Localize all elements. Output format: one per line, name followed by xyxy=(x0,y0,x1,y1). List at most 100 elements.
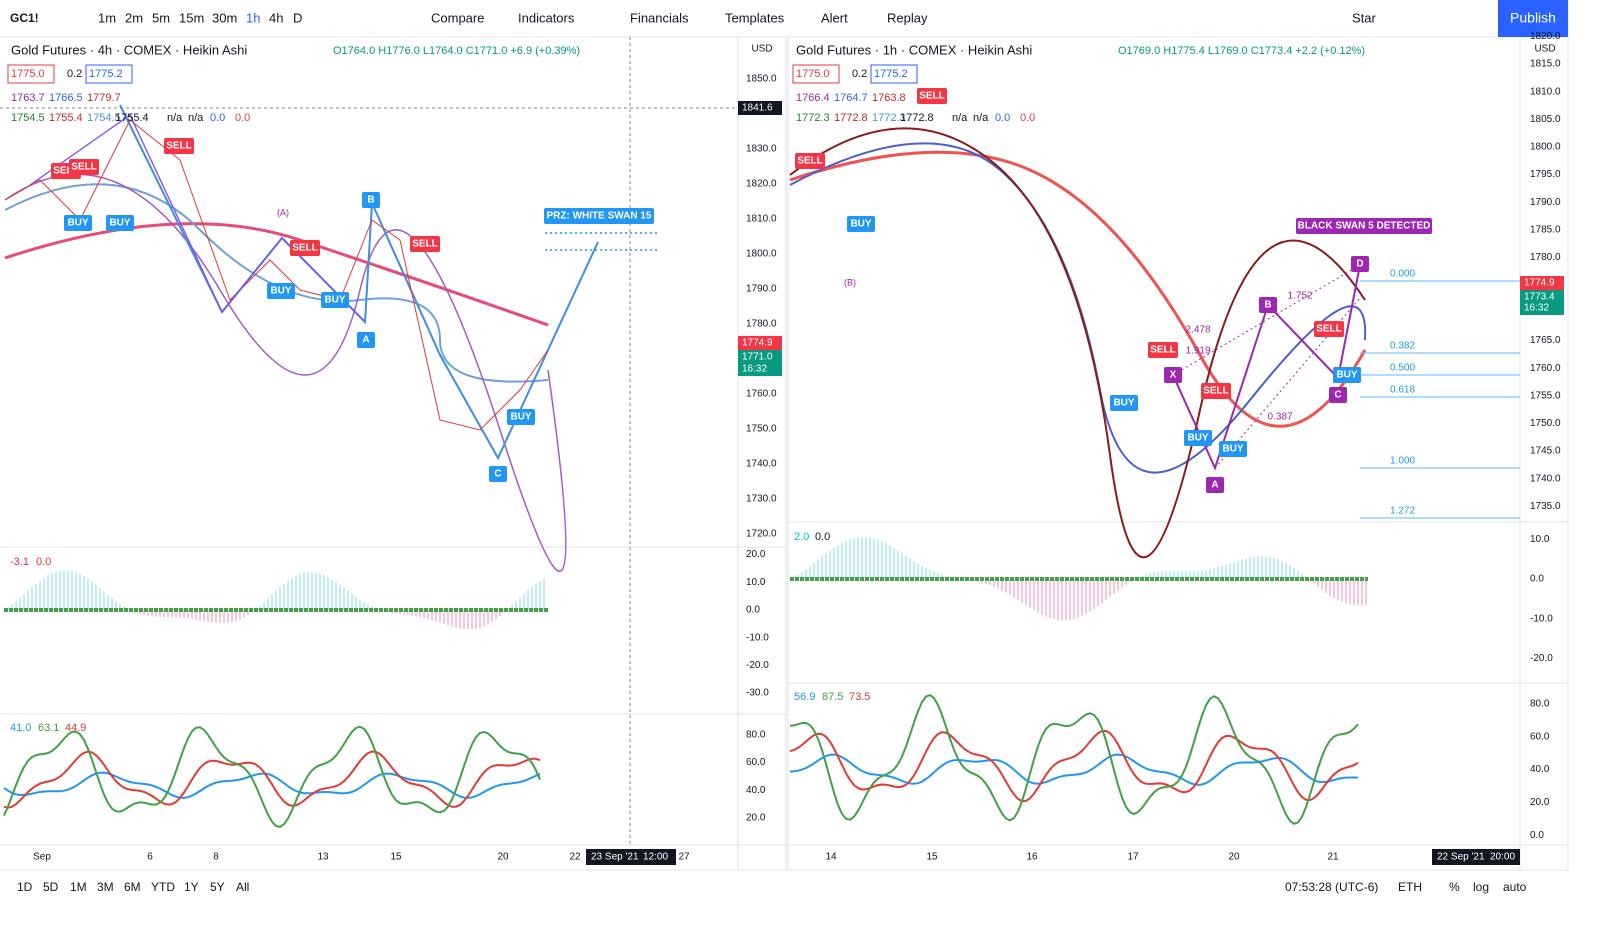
ma-value: n/a xyxy=(973,112,989,124)
replay-button[interactable]: Replay xyxy=(887,10,928,25)
point-b-bg xyxy=(362,192,380,208)
prz-label: PRZ: WHITE SWAN 15 xyxy=(546,211,651,222)
input: 0.2 xyxy=(852,68,867,80)
buy-signal: BUY xyxy=(1187,433,1208,444)
auto-toggle[interactable]: auto xyxy=(1503,880,1527,894)
range-button[interactable]: 3M xyxy=(97,880,114,894)
countdown: 16:32 xyxy=(1524,303,1549,314)
compare-button[interactable]: Compare xyxy=(431,10,484,25)
axis-label: 0.0 xyxy=(1530,830,1544,841)
symbol[interactable]: GC1! xyxy=(10,11,39,25)
buy-signal-bg xyxy=(106,215,134,231)
buy-signal-bg xyxy=(64,215,92,231)
range-button[interactable]: 6M xyxy=(124,880,141,894)
interval[interactable]: 4h xyxy=(269,10,283,25)
sell-signal: SELL xyxy=(1316,324,1342,335)
time-cursor-bg xyxy=(586,849,676,865)
range-button[interactable]: 1M xyxy=(70,880,87,894)
range-button[interactable]: 1D xyxy=(17,880,33,894)
axis-label: 1780.0 xyxy=(746,319,777,330)
session[interactable]: ETH xyxy=(1398,880,1422,894)
time-label: 16 xyxy=(1026,852,1038,863)
range-button[interactable]: YTD xyxy=(151,880,175,894)
sell-signal-bg xyxy=(1148,342,1178,358)
interval[interactable]: 5m xyxy=(152,10,170,25)
log-toggle[interactable]: log xyxy=(1473,880,1489,894)
publish-label[interactable]: Publish xyxy=(1510,10,1556,26)
point-a-bg xyxy=(357,332,375,348)
interval[interactable]: 15m xyxy=(179,10,204,25)
financials-button[interactable]: Financials xyxy=(630,10,689,25)
pattern-detected-bg xyxy=(1296,218,1432,234)
point-b: B xyxy=(367,195,374,206)
axis-label: -20.0 xyxy=(1530,653,1553,664)
range-button[interactable]: 5Y xyxy=(210,880,225,894)
buy-signal-bg xyxy=(847,216,875,232)
axis-label: 1815.0 xyxy=(1530,59,1561,70)
interval[interactable]: 1h xyxy=(246,10,260,25)
ohlc: O1769.0 H1775.4 L1769.0 C1773.4 +2.2 (+0… xyxy=(1118,45,1365,57)
indicators-button[interactable]: Indicators xyxy=(518,10,575,25)
axis-label: 1760.0 xyxy=(1530,363,1561,374)
close-price: 1771.0 xyxy=(742,352,773,363)
axis-label: 1755.0 xyxy=(1530,390,1561,401)
interval[interactable]: 2m xyxy=(125,10,143,25)
time-cursor: 12:00 xyxy=(643,852,668,863)
fib-level: 0.000 xyxy=(1390,269,1415,280)
range-button[interactable]: 1Y xyxy=(184,880,199,894)
time-cursor-bg xyxy=(1432,849,1520,865)
range-button[interactable]: All xyxy=(236,880,249,894)
ma-value: 1766.5 xyxy=(49,92,83,104)
fib-level: 0.618 xyxy=(1390,385,1415,396)
axis-label: 10.0 xyxy=(746,577,766,588)
wave-label: (B) xyxy=(844,277,856,287)
time-label: 21 xyxy=(1327,852,1339,863)
point-a: A xyxy=(362,335,369,346)
axis-label: 20.0 xyxy=(746,549,766,560)
range-button[interactable]: 5D xyxy=(43,880,59,894)
ma-value: 0.0 xyxy=(995,112,1010,124)
axis-label: 1800.0 xyxy=(746,249,777,260)
input: 1775.0 xyxy=(796,68,830,80)
rsi-value: 56.9 xyxy=(794,691,815,703)
point-x-bg xyxy=(1164,367,1182,383)
sell-signal: SELL xyxy=(1150,345,1176,356)
star-button[interactable]: Star xyxy=(1352,10,1377,25)
clock: 07:53:28 (UTC-6) xyxy=(1285,880,1378,894)
currency: USD xyxy=(1534,44,1555,55)
buy-signal: BUY xyxy=(324,295,345,306)
oscillator xyxy=(789,729,1359,803)
alert-button[interactable]: Alert xyxy=(821,10,848,25)
time-label: 20 xyxy=(497,852,509,863)
macd-value: 0.0 xyxy=(36,556,51,568)
axis-label: 1740.0 xyxy=(1530,473,1561,484)
time-label: 27 xyxy=(678,852,690,863)
interval[interactable]: 1m xyxy=(98,10,116,25)
ratio-label: 1.752 xyxy=(1287,291,1312,302)
time-label: 22 xyxy=(569,852,581,863)
buy-signal: BUY xyxy=(1336,370,1357,381)
prz-label-bg xyxy=(544,208,654,224)
sell-signal: SELL xyxy=(53,166,79,177)
axis-label: 1735.0 xyxy=(1530,501,1561,512)
oscillator xyxy=(3,771,541,799)
ratio-label: 1.919 xyxy=(1185,346,1210,357)
axis-label: -10.0 xyxy=(1530,613,1553,624)
templates-button[interactable]: Templates xyxy=(725,10,785,25)
axis-label: 60.0 xyxy=(746,757,766,768)
interval[interactable]: D xyxy=(293,10,302,25)
buy-signal: BUY xyxy=(109,218,130,229)
buy-signal: BUY xyxy=(850,219,871,230)
crosshair-price: 1841.6 xyxy=(742,103,773,114)
interval[interactable]: 30m xyxy=(212,10,237,25)
point-c-bg xyxy=(1329,387,1347,403)
percent-toggle[interactable]: % xyxy=(1449,880,1460,894)
ma-value: 1754.5 xyxy=(87,112,121,124)
publish-button[interactable] xyxy=(1498,0,1568,37)
countdown-bg xyxy=(738,362,782,376)
ma-value: 1764.7 xyxy=(834,92,868,104)
point-a-bg xyxy=(1206,477,1224,493)
input: 1775.0 xyxy=(11,68,45,80)
buy-signal-bg xyxy=(267,283,295,299)
point-a: A xyxy=(1211,480,1218,491)
